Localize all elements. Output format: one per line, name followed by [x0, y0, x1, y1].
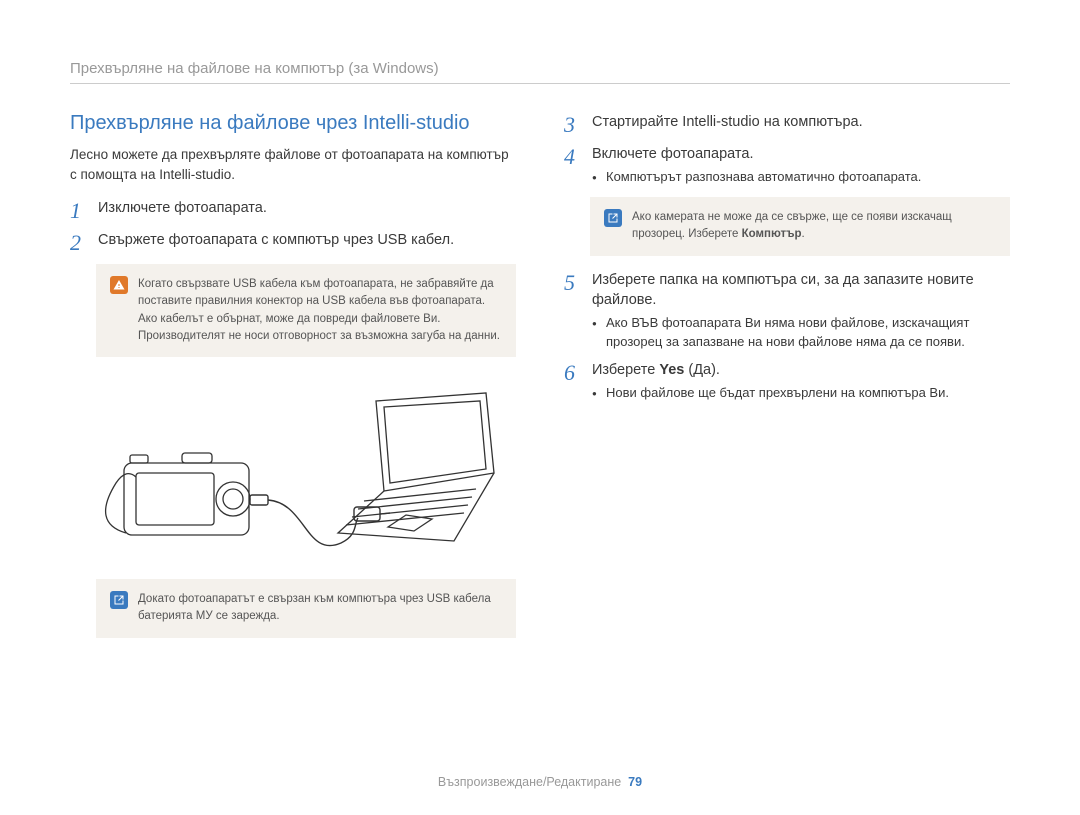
section-title: Прехвърляне на файлове чрез Intelli-stud… [70, 112, 516, 135]
usb-connection-diagram [96, 373, 516, 563]
text-bold: Yes [659, 362, 684, 378]
warning-icon [110, 276, 128, 294]
page-number: 79 [628, 775, 642, 789]
right-column: 3 Стартирайте Intelli-studio на компютър… [564, 112, 1010, 652]
step-text: Изберете папка на компютъра си, за да за… [592, 272, 974, 308]
step-body: Изберете Yes (Да). Нови файлове ще бъдат… [592, 360, 1010, 403]
step-4: 4 Включете фотоапарата. Компютърът разпо… [564, 144, 1010, 187]
info-icon [604, 209, 622, 227]
text-part: . [802, 228, 805, 240]
step-number: 6 [564, 360, 582, 384]
step-3: 3 Стартирайте Intelli-studio на компютър… [564, 112, 1010, 136]
step-number: 2 [70, 230, 88, 254]
step-number: 1 [70, 198, 88, 222]
info-icon [110, 591, 128, 609]
text-part: (Да). [684, 362, 720, 378]
left-column: Прехвърляне на файлове чрез Intelli-stud… [70, 112, 516, 652]
page-header: Прехвърляне на файлове на компютър (за W… [70, 60, 1010, 84]
warning-callout: Когато свързвате USB кабела към фотоапар… [96, 264, 516, 357]
text-part: Изберете [592, 362, 659, 378]
callout-text: Когато свързвате USB кабела към фотоапар… [138, 276, 502, 345]
callout-text: Докато фотоапаратът е свързан към компют… [138, 591, 502, 626]
text-bold: Компютър [742, 228, 802, 240]
step-text: Стартирайте Intelli-studio на компютъра. [592, 112, 1010, 132]
step-text: Включете фотоапарата. [592, 146, 753, 162]
step-body: Изберете папка на компютъра си, за да за… [592, 270, 1010, 352]
step-number: 3 [564, 112, 582, 136]
step-6: 6 Изберете Yes (Да). Нови файлове ще бъд… [564, 360, 1010, 403]
page-footer: Възпроизвеждане/Редактиране 79 [0, 775, 1080, 789]
callout-text: Ако камерата не може да се свърже, ще се… [632, 209, 996, 244]
info-callout: Докато фотоапаратът е свързан към компют… [96, 579, 516, 638]
step-5: 5 Изберете папка на компютъра си, за да … [564, 270, 1010, 352]
step-bullet: Ако ВЪВ фотоапарата Ви няма нови файлове… [592, 314, 1010, 352]
intro-text: Лесно можете да прехвърляте файлове от ф… [70, 145, 516, 184]
step-body: Включете фотоапарата. Компютърът разпозн… [592, 144, 1010, 187]
step-bullet: Нови файлове ще бъдат прехвърлени на ком… [592, 384, 1010, 403]
step-bullet: Компютърът разпознава автоматично фотоап… [592, 168, 1010, 187]
step-2: 2 Свържете фотоапарата с компютър чрез U… [70, 230, 516, 254]
step-1: 1 Изключете фотоапарата. [70, 198, 516, 222]
step-number: 5 [564, 270, 582, 294]
footer-text: Възпроизвеждане/Редактиране [438, 775, 621, 789]
content-columns: Прехвърляне на файлове чрез Intelli-stud… [70, 112, 1010, 652]
step-number: 4 [564, 144, 582, 168]
info-callout: Ако камерата не може да се свърже, ще се… [590, 197, 1010, 256]
step-text: Свържете фотоапарата с компютър чрез USB… [98, 230, 516, 250]
step-text: Изключете фотоапарата. [98, 198, 516, 218]
